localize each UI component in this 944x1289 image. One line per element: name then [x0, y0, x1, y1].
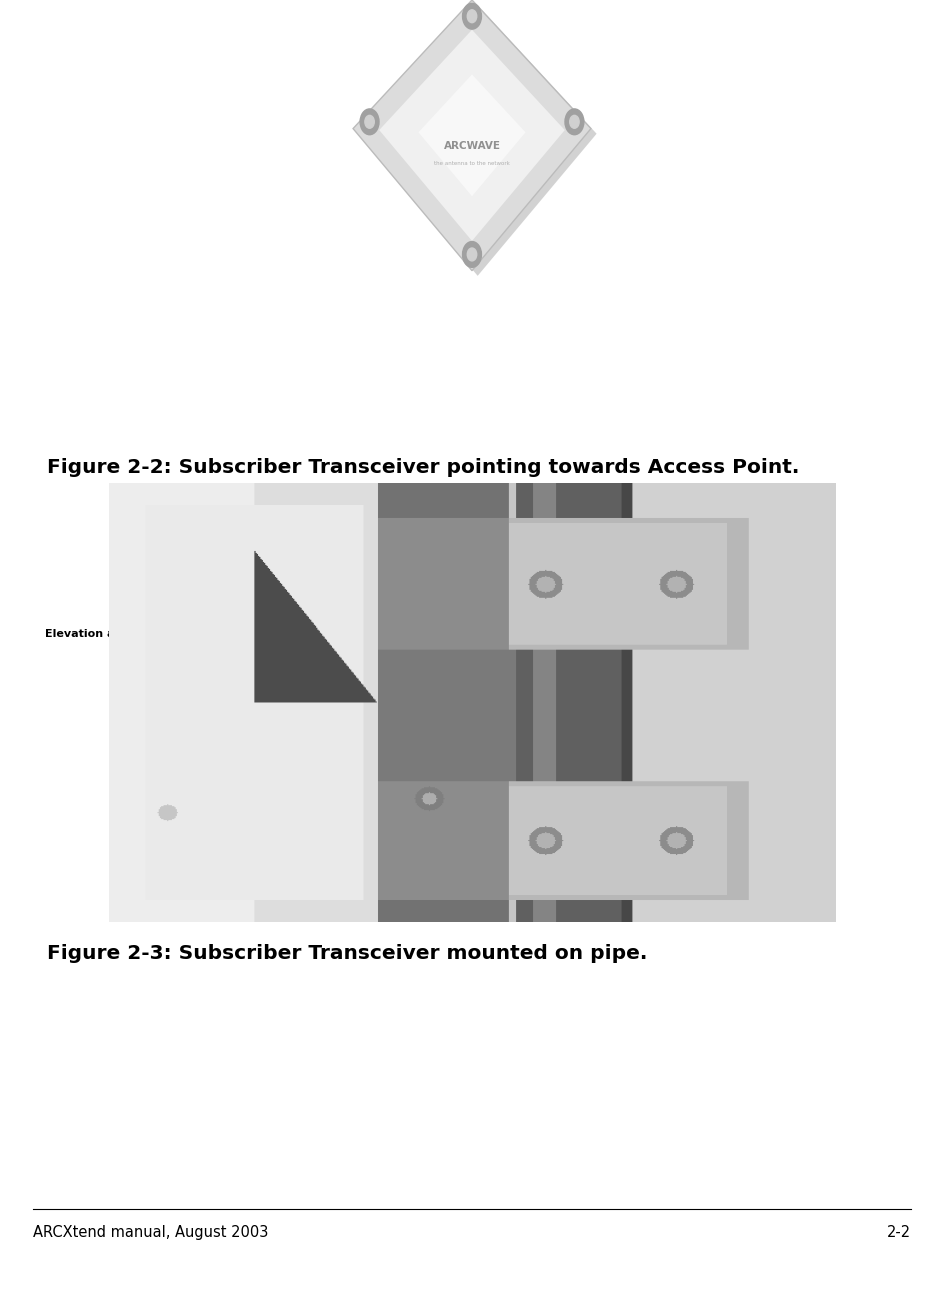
Circle shape	[361, 110, 379, 135]
Circle shape	[364, 116, 375, 129]
Text: ARCWAVE: ARCWAVE	[444, 141, 500, 151]
Text: Figure 2-2: Subscriber Transceiver pointing towards Access Point.: Figure 2-2: Subscriber Transceiver point…	[47, 458, 800, 477]
Circle shape	[467, 10, 477, 23]
Text: Pipe: Pipe	[590, 719, 617, 730]
Polygon shape	[418, 75, 526, 196]
Text: 2-2: 2-2	[886, 1225, 911, 1240]
Circle shape	[463, 4, 481, 30]
Circle shape	[565, 110, 584, 135]
Text: Side/side alignment bolt: Side/side alignment bolt	[543, 629, 695, 639]
Text: ARCXtend manual, August 2003: ARCXtend manual, August 2003	[33, 1225, 268, 1240]
Circle shape	[570, 116, 580, 129]
Text: Mounting bracket (included): Mounting bracket (included)	[140, 503, 317, 513]
Circle shape	[463, 241, 481, 267]
Text: Figure 2-3: Subscriber Transceiver mounted on pipe.: Figure 2-3: Subscriber Transceiver mount…	[47, 944, 648, 963]
Text: Elevation alignment bolt: Elevation alignment bolt	[45, 629, 198, 639]
Text: the antenna to the network: the antenna to the network	[434, 161, 510, 166]
Polygon shape	[359, 5, 597, 276]
Text: F-connector (before taping): F-connector (before taping)	[329, 887, 502, 897]
Polygon shape	[379, 30, 565, 241]
Circle shape	[467, 247, 477, 260]
Polygon shape	[353, 0, 591, 271]
